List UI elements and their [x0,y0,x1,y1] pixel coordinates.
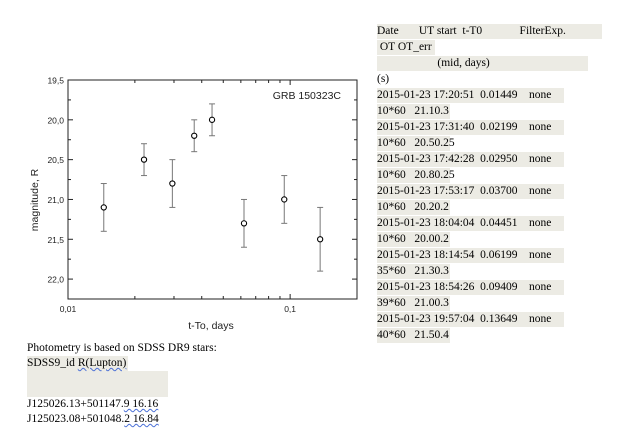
table-row: 2015-01-23 19:57:04 0.13649 none [377,312,564,327]
star-id: J125023.08+501048. [27,413,125,425]
table-row: 2015-01-23 18:14:54 0.06199 none [377,248,564,263]
table-row: 2015-01-23 17:53:17 0.03700 none [377,184,564,199]
y-tick-label: 21,5 [47,235,64,245]
notes-spacer [27,371,168,397]
table-row: 2015-01-23 17:31:40 0.02199 none [377,120,564,135]
y-tick-label: 21,0 [47,195,64,205]
table-row: 10*60 20.80.25 [377,168,455,183]
data-point [100,204,107,211]
notes-header-mag: R(Lupton) [77,357,127,369]
chart: 19,5 20,0 20,5 21,0 21,5 22,0 0,01 0,1 GRB 1503… [29,76,358,332]
data-point [281,196,288,203]
table-row: 2015-01-23 17:42:28 0.02950 none [377,152,564,167]
table-row: 10*60 21.10.3 [377,104,450,119]
x-tick-label: 0,01 [60,304,77,314]
data-point [169,180,176,187]
table-row: 39*60 21.00.3 [377,296,450,311]
y-tick-label: 19,5 [47,76,64,86]
table-row: 35*60 21.30.3 [377,264,450,279]
y-axis-label: magnitude, R [29,168,41,231]
notes-line: Photometry is based on SDSS DR9 stars: [27,342,217,354]
plot-area [67,79,358,300]
table-row: 10*60 20.50.25 [377,136,455,151]
x-axis-label: t-To, days [188,320,234,332]
table-header: (s) [377,73,390,85]
data-points [100,103,324,272]
table-row: 2015-01-23 17:20:51 0.01449 none [377,88,564,103]
star-id: J125026.13+501147. [27,398,124,410]
y-tick-label: 20,0 [47,115,64,125]
data-point [208,116,216,123]
axis-ticks: 19,5 20,0 20,5 21,0 21,5 22,0 0,01 0,1 [47,76,358,314]
data-point [240,220,248,227]
table-row: 2015-01-23 18:04:04 0.04451 none [377,216,564,231]
star-mag: 9 16.16 [123,398,159,410]
data-point [140,156,148,163]
table-header: OT OT_err [377,40,435,55]
x-tick-label: 0,1 [284,304,296,314]
notes-header-line: SDSS9_id R(Lupton) [27,356,129,371]
table-header: (mid, days) [377,56,588,71]
table-header: Date UT start t-T0 FilterExp. [377,24,602,39]
table-row: 40*60 21.50.4 [377,328,450,343]
plot-border [67,79,358,300]
star-line: J125026.13+501147.9 16.16 [27,397,217,412]
y-tick-label: 22,0 [47,275,64,285]
data-point [316,236,324,243]
star-line: J125023.08+501048.2 16.84 [27,412,217,427]
star-mag: 2 16.84 [124,413,159,425]
data-point [191,132,198,139]
table-row: 10*60 20.00.2 [377,232,450,247]
table-row: 10*60 20.20.2 [377,200,450,215]
chart-title: GRB 150323C [273,90,342,102]
y-tick-label: 20,5 [47,155,64,165]
table-row: 2015-01-23 18:54:26 0.09409 none [377,280,564,295]
notes-header-id: SDSS9_id [27,357,78,369]
photometry-notes: Photometry is based on SDSS DR9 stars: S… [27,341,217,427]
